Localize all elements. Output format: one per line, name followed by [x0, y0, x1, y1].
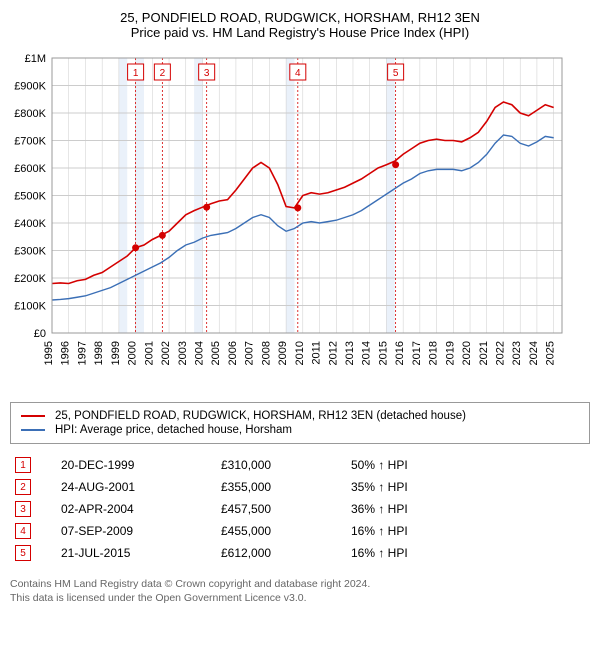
- svg-text:£300K: £300K: [14, 246, 46, 258]
- sale-row: 5 21-JUL-2015£612,00016% ↑ HPI: [10, 542, 590, 564]
- svg-text:£800K: £800K: [14, 108, 46, 120]
- svg-text:£900K: £900K: [14, 81, 46, 93]
- svg-text:1998: 1998: [93, 341, 105, 365]
- svg-text:2002: 2002: [160, 341, 172, 365]
- chart-area: £0 £100K £200K £300K £400K £500K £600K £700K £80…: [10, 48, 590, 388]
- sale-row: 3 02-APR-2004£457,50036% ↑ HPI: [10, 498, 590, 520]
- legend-label: 25, PONDFIELD ROAD, RUDGWICK, HORSHAM, R…: [55, 410, 466, 422]
- legend: 25, PONDFIELD ROAD, RUDGWICK, HORSHAM, R…: [10, 402, 590, 444]
- svg-text:£100K: £100K: [14, 301, 46, 313]
- sales-table: 1 20-DEC-1999£310,00050% ↑ HPI 2 24-AUG-200…: [10, 454, 590, 564]
- legend-label: HPI: Average price, detached house, Hors…: [55, 424, 292, 436]
- svg-text:2019: 2019: [444, 341, 456, 365]
- svg-text:1999: 1999: [110, 341, 122, 365]
- svg-text:1996: 1996: [60, 341, 72, 365]
- svg-text:1: 1: [133, 68, 139, 79]
- legend-item: HPI: Average price, detached house, Hors…: [21, 423, 579, 437]
- sale-hpi: 35% ↑ HPI: [351, 480, 408, 494]
- sale-marker-icon: 4: [15, 523, 31, 539]
- svg-text:4: 4: [295, 68, 301, 79]
- svg-text:£400K: £400K: [14, 218, 46, 230]
- svg-text:2024: 2024: [528, 341, 540, 365]
- svg-text:2025: 2025: [545, 341, 557, 365]
- svg-text:2017: 2017: [411, 341, 423, 365]
- svg-text:2011: 2011: [311, 341, 323, 365]
- sale-hpi: 16% ↑ HPI: [351, 524, 408, 538]
- svg-text:1997: 1997: [76, 341, 88, 365]
- sale-date: 07-SEP-2009: [61, 524, 221, 538]
- svg-text:£700K: £700K: [14, 136, 46, 148]
- svg-text:2005: 2005: [210, 341, 222, 365]
- svg-text:2003: 2003: [177, 341, 189, 365]
- sale-date: 02-APR-2004: [61, 502, 221, 516]
- svg-text:£600K: £600K: [14, 163, 46, 175]
- sale-price: £612,000: [221, 546, 351, 560]
- sale-hpi: 36% ↑ HPI: [351, 502, 408, 516]
- svg-text:2000: 2000: [127, 341, 139, 365]
- svg-text:2020: 2020: [461, 341, 473, 365]
- svg-text:£1M: £1M: [25, 53, 46, 65]
- svg-text:2018: 2018: [428, 341, 440, 365]
- sale-hpi: 16% ↑ HPI: [351, 546, 408, 560]
- sale-marker-icon: 5: [15, 545, 31, 561]
- chart-subtitle: Price paid vs. HM Land Registry's House …: [10, 25, 590, 40]
- legend-swatch: [21, 415, 45, 417]
- sale-row: 2 24-AUG-2001£355,00035% ↑ HPI: [10, 476, 590, 498]
- sale-price: £457,500: [221, 502, 351, 516]
- svg-text:5: 5: [393, 68, 399, 79]
- footer-attribution: Contains HM Land Registry data © Crown c…: [10, 578, 590, 605]
- title-block: 25, PONDFIELD ROAD, RUDGWICK, HORSHAM, R…: [10, 10, 590, 40]
- svg-text:£200K: £200K: [14, 273, 46, 285]
- sale-date: 20-DEC-1999: [61, 458, 221, 472]
- footer-line-1: Contains HM Land Registry data © Crown c…: [10, 578, 590, 592]
- sale-date: 24-AUG-2001: [61, 480, 221, 494]
- sale-marker-icon: 3: [15, 501, 31, 517]
- svg-text:2001: 2001: [143, 341, 155, 365]
- svg-text:2022: 2022: [494, 341, 506, 365]
- svg-text:2: 2: [160, 68, 166, 79]
- svg-text:2021: 2021: [478, 341, 490, 365]
- sale-marker-icon: 1: [15, 457, 31, 473]
- svg-text:1995: 1995: [43, 341, 55, 365]
- svg-text:2007: 2007: [244, 341, 256, 365]
- svg-text:2008: 2008: [260, 341, 272, 365]
- sale-price: £310,000: [221, 458, 351, 472]
- sale-marker-icon: 2: [15, 479, 31, 495]
- svg-text:2015: 2015: [377, 341, 389, 365]
- sale-date: 21-JUL-2015: [61, 546, 221, 560]
- svg-text:2023: 2023: [511, 341, 523, 365]
- svg-text:2012: 2012: [327, 341, 339, 365]
- legend-item: 25, PONDFIELD ROAD, RUDGWICK, HORSHAM, R…: [21, 409, 579, 423]
- svg-text:2013: 2013: [344, 341, 356, 365]
- svg-text:£500K: £500K: [14, 191, 46, 203]
- svg-text:2006: 2006: [227, 341, 239, 365]
- footer-line-2: This data is licensed under the Open Gov…: [10, 592, 590, 606]
- sale-price: £355,000: [221, 480, 351, 494]
- sale-hpi: 50% ↑ HPI: [351, 458, 408, 472]
- line-chart-svg: £0 £100K £200K £300K £400K £500K £600K £700K £80…: [10, 48, 570, 388]
- chart-container: 25, PONDFIELD ROAD, RUDGWICK, HORSHAM, R…: [10, 10, 590, 605]
- chart-title: 25, PONDFIELD ROAD, RUDGWICK, HORSHAM, R…: [10, 10, 590, 25]
- svg-text:2016: 2016: [394, 341, 406, 365]
- legend-swatch: [21, 429, 45, 431]
- svg-text:2004: 2004: [193, 341, 205, 365]
- sale-row: 1 20-DEC-1999£310,00050% ↑ HPI: [10, 454, 590, 476]
- sale-row: 4 07-SEP-2009£455,00016% ↑ HPI: [10, 520, 590, 542]
- svg-text:2009: 2009: [277, 341, 289, 365]
- svg-text:2014: 2014: [361, 341, 373, 365]
- sale-price: £455,000: [221, 524, 351, 538]
- svg-text:2010: 2010: [294, 341, 306, 365]
- svg-text:3: 3: [204, 68, 210, 79]
- svg-text:£0: £0: [34, 328, 46, 340]
